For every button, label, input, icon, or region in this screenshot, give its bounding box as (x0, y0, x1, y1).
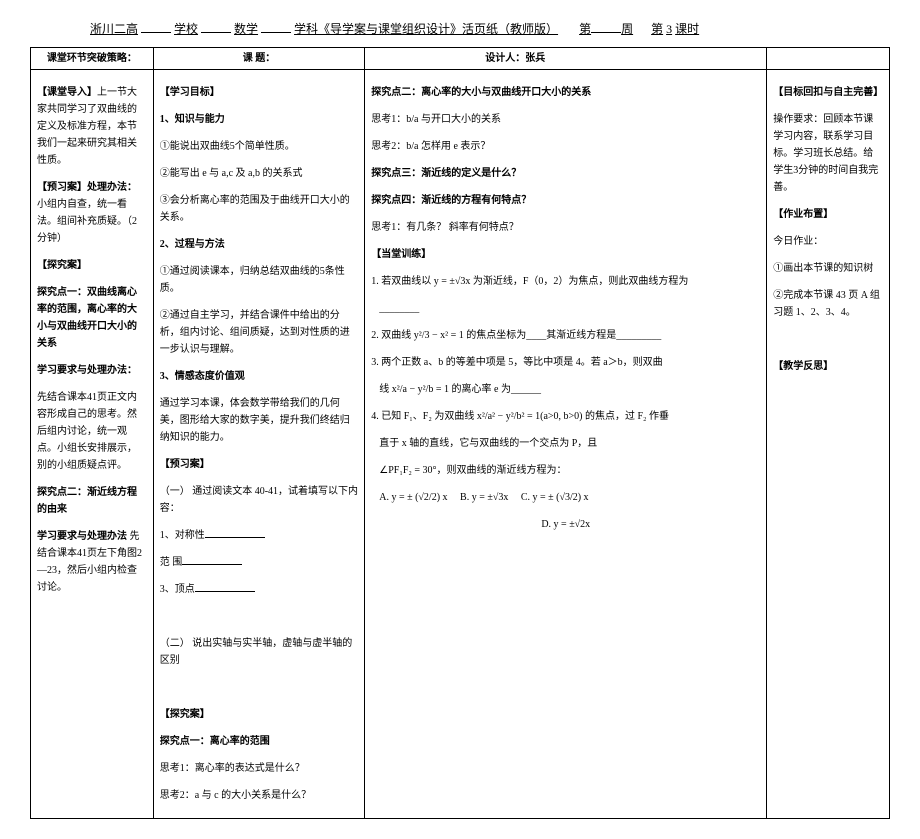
option-b: B. y = ±√3x (460, 492, 508, 503)
period-num: 3 (666, 22, 672, 36)
page-header: 淅川二高 学校 数学 学科《导学案与课堂组织设计》活页纸（教师版） 第周 第 3… (30, 20, 890, 39)
column-goals: 【学习目标】 1、知识与能力 ①能说出双曲线5个简单性质。 ②能写出 e 与 a… (153, 70, 365, 819)
school-name: 淅川二高 (90, 22, 138, 36)
topic-header: 课 题： (153, 48, 365, 70)
option-d: D. y = ±√2x (541, 519, 590, 530)
designer-header: 设计人：张兵 (365, 48, 767, 70)
column-strategy: 【课堂导入】上一节大家共同学习了双曲线的定义及标准方程，本节我们一起来研究其相关… (31, 70, 154, 819)
option-c: C. y = ± (√3/2) x (521, 492, 589, 503)
column-explore: 探究点二：离心率的大小与双曲线开口大小的关系 思考1：b/a 与开口大小的关系 … (365, 70, 767, 819)
lesson-table: 课堂环节突破策略： 课 题： 设计人：张兵 【课堂导入】上一节大家共同学习了双曲… (30, 47, 890, 819)
subject: 数学 (234, 22, 258, 36)
column-reflect: 【目标回扣与自主完善】 操作要求：回顾本节课学习内容，联系学习目标。学习班长总结… (767, 70, 890, 819)
strategy-header: 课堂环节突破策略： (31, 48, 154, 70)
option-a: A. y = ± (√2/2) x (379, 492, 447, 503)
